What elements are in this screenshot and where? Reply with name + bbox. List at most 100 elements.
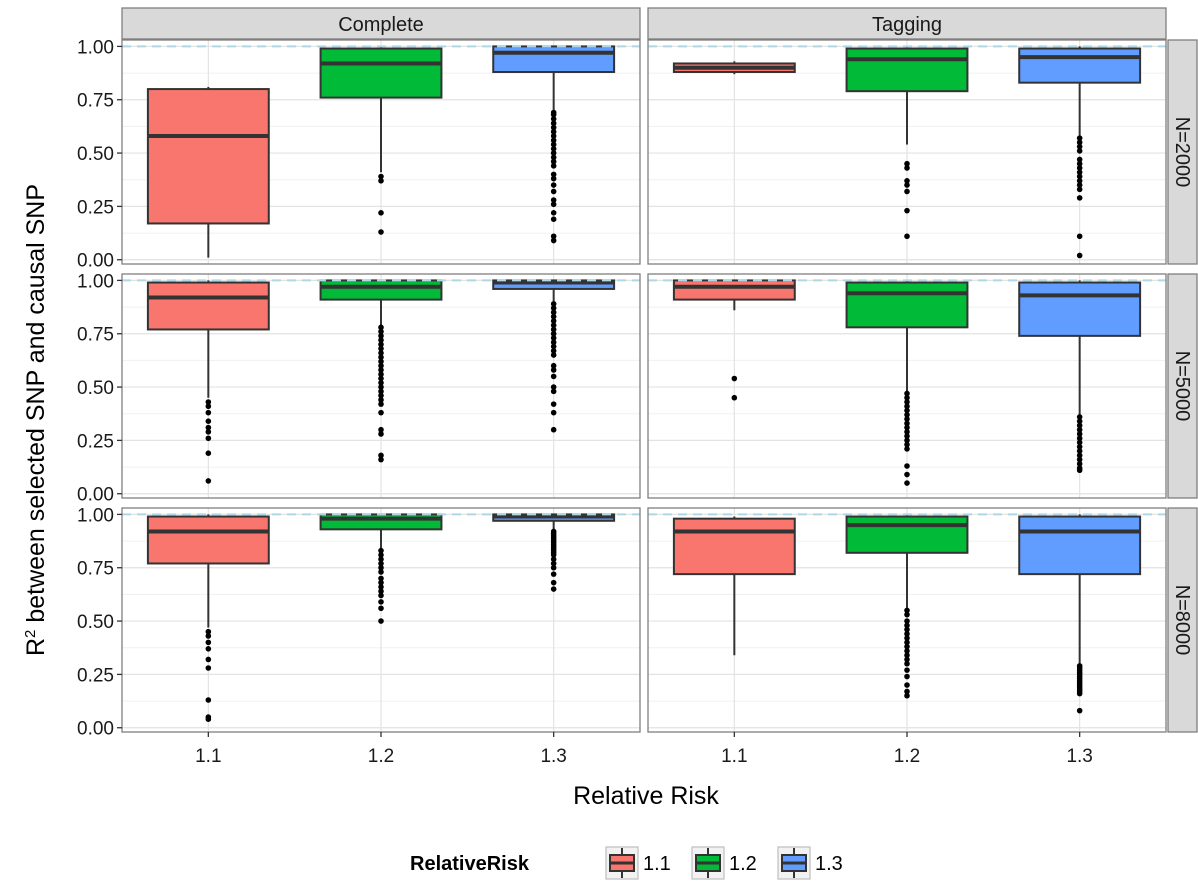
outlier-point bbox=[378, 575, 384, 582]
outlier-point bbox=[205, 418, 212, 425]
outlier-point bbox=[378, 452, 384, 459]
outlier-point bbox=[205, 633, 212, 639]
outlier-point bbox=[550, 116, 557, 122]
x-tick-label: 1.3 bbox=[1066, 746, 1092, 767]
outlier-point bbox=[378, 337, 384, 343]
outlier-point bbox=[550, 322, 557, 329]
box-1.2 bbox=[319, 513, 443, 624]
outlier-point bbox=[550, 137, 557, 144]
outlier-point bbox=[378, 350, 384, 356]
x-axis-title: Relative Risk bbox=[573, 782, 719, 810]
outlier-point bbox=[378, 579, 384, 586]
outlier-point bbox=[1076, 178, 1083, 184]
box-1.1 bbox=[146, 514, 270, 722]
outlier-point bbox=[378, 588, 384, 594]
outlier-point bbox=[904, 165, 910, 171]
outlier-point bbox=[550, 154, 557, 161]
box-iqr bbox=[845, 515, 969, 554]
box-iqr bbox=[492, 45, 616, 74]
outlier-point bbox=[904, 412, 910, 418]
box-1.1 bbox=[146, 280, 270, 484]
outlier-point bbox=[550, 233, 557, 240]
outlier-point bbox=[1076, 195, 1083, 201]
box-iqr bbox=[492, 279, 616, 290]
legend-title: RelativeRisk bbox=[410, 853, 530, 875]
outlier-point bbox=[904, 424, 910, 431]
outlier-point bbox=[205, 429, 212, 435]
outlier-point bbox=[1076, 707, 1083, 714]
outlier-point bbox=[205, 716, 212, 722]
box-1.2 bbox=[319, 46, 443, 235]
y-axis-title-rest: between selected SNP and causal SNP bbox=[22, 184, 50, 630]
outlier-point bbox=[550, 237, 557, 244]
legend-item-1.3: 1.3 bbox=[777, 846, 843, 880]
outlier-point bbox=[1076, 418, 1083, 425]
outlier-point bbox=[550, 182, 557, 188]
outlier-point bbox=[205, 656, 212, 663]
outlier-point bbox=[378, 564, 384, 571]
outlier-point bbox=[550, 158, 557, 165]
col-strip-bg bbox=[647, 7, 1167, 40]
outlier-point bbox=[378, 345, 384, 352]
outlier-point bbox=[904, 480, 910, 486]
outlier-point bbox=[205, 435, 212, 442]
panel-complete-n-8000 bbox=[121, 507, 641, 733]
y-axis-1: 0.00 0.25 0.50 0.75 1.00 bbox=[77, 37, 122, 272]
outlier-point bbox=[550, 201, 557, 208]
box-iqr bbox=[1018, 515, 1142, 576]
outlier-point bbox=[378, 173, 384, 180]
outlier-point bbox=[550, 335, 557, 341]
outlier-point bbox=[904, 688, 910, 695]
outlier-point bbox=[378, 556, 384, 562]
y-tick-label: 0.25 bbox=[77, 665, 114, 686]
row-strip-label: N=2000 bbox=[1171, 117, 1193, 188]
y-tick-label: 0.00 bbox=[77, 485, 114, 506]
box-1.1 bbox=[672, 516, 796, 656]
outlier-point bbox=[1076, 439, 1083, 446]
outlier-point bbox=[378, 409, 384, 416]
outlier-point bbox=[904, 446, 910, 452]
outlier-point bbox=[904, 437, 910, 444]
outlier-point bbox=[550, 133, 557, 139]
box-iqr bbox=[146, 281, 270, 331]
outlier-point bbox=[1076, 139, 1083, 146]
outlier-point bbox=[904, 429, 910, 435]
outlier-point bbox=[205, 478, 212, 484]
panel-border bbox=[647, 273, 1167, 499]
outlier-point bbox=[550, 120, 557, 126]
outlier-point bbox=[550, 352, 557, 358]
outlier-point bbox=[550, 560, 557, 567]
outlier-point bbox=[378, 367, 384, 373]
y-axis-title-sup: 2 bbox=[22, 630, 39, 638]
box-1.2 bbox=[845, 514, 969, 699]
x-tick-label: 1.1 bbox=[721, 746, 747, 767]
outlier-point bbox=[205, 639, 212, 646]
outlier-point bbox=[205, 424, 212, 431]
panel-border bbox=[121, 39, 641, 265]
panel-border bbox=[647, 39, 1167, 265]
box-iqr bbox=[1018, 47, 1142, 84]
y-tick-label: 0.00 bbox=[77, 719, 114, 740]
outlier-point bbox=[378, 388, 384, 395]
outlier-point bbox=[1076, 414, 1083, 420]
outlier-point bbox=[378, 178, 384, 184]
outlier-point bbox=[550, 175, 557, 182]
y-axis-3: 0.00 0.25 0.50 0.75 1.00 bbox=[77, 505, 122, 740]
y-tick-label: 0.50 bbox=[77, 378, 114, 399]
outlier-point bbox=[904, 667, 910, 673]
box-1.3 bbox=[1018, 280, 1142, 474]
outlier-point bbox=[378, 229, 384, 235]
row-strip-n-5000: N=5000 bbox=[1167, 273, 1198, 499]
col-strip-bg bbox=[121, 7, 641, 40]
outlier-point bbox=[550, 150, 557, 156]
outlier-point bbox=[378, 560, 384, 567]
outlier-point bbox=[378, 592, 384, 599]
box-1.2 bbox=[845, 280, 969, 486]
outlier-point bbox=[904, 207, 910, 214]
legend-item-1.2: 1.2 bbox=[691, 846, 757, 880]
box-iqr bbox=[146, 515, 270, 565]
outlier-point bbox=[378, 426, 384, 433]
outlier-point bbox=[550, 384, 557, 390]
outlier-point bbox=[550, 309, 557, 316]
y-tick-label: 0.00 bbox=[77, 251, 114, 272]
